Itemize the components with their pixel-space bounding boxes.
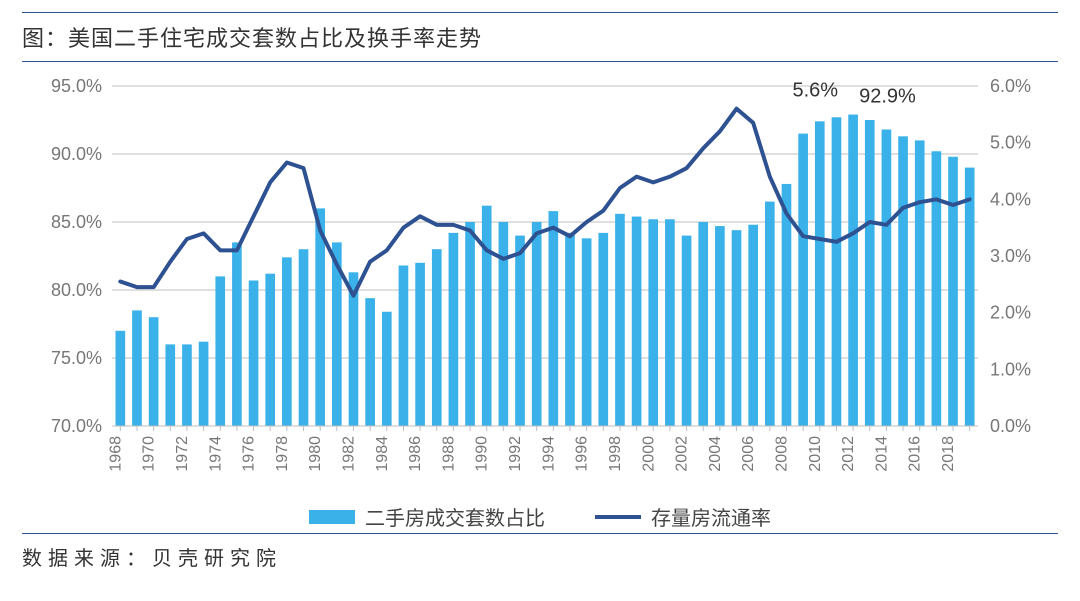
svg-text:1996: 1996	[574, 436, 591, 472]
svg-text:1982: 1982	[340, 436, 357, 472]
svg-text:70.0%: 70.0%	[51, 416, 102, 436]
svg-text:6.0%: 6.0%	[990, 76, 1031, 96]
svg-text:1968: 1968	[107, 436, 124, 472]
chart-area: 70.0% 75.0% 80.0% 85.0% 90.0% 95.0% 0.0% 1.0% 2.…	[22, 68, 1058, 533]
bar-swatch-icon	[309, 510, 355, 524]
svg-text:2014: 2014	[873, 436, 890, 472]
svg-text:1974: 1974	[207, 436, 224, 472]
svg-text:2016: 2016	[907, 436, 924, 472]
combo-chart: 70.0% 75.0% 80.0% 85.0% 90.0% 95.0% 0.0% 1.0% 2.…	[22, 68, 1058, 498]
svg-text:1988: 1988	[440, 436, 457, 472]
svg-text:5.6%: 5.6%	[792, 80, 838, 102]
svg-text:3.0%: 3.0%	[990, 246, 1031, 266]
svg-text:0.0%: 0.0%	[990, 416, 1031, 436]
svg-text:2010: 2010	[807, 436, 824, 472]
svg-text:1992: 1992	[507, 436, 524, 472]
svg-text:5.0%: 5.0%	[990, 133, 1031, 153]
chart-source: 数据来源：贝壳研究院	[22, 533, 1058, 571]
svg-text:1978: 1978	[274, 436, 291, 472]
line-swatch-icon	[595, 515, 641, 519]
svg-text:1972: 1972	[174, 436, 191, 472]
svg-text:1970: 1970	[141, 436, 158, 472]
chart-title: 图：美国二手住宅成交套数占比及换手率走势	[22, 12, 1058, 62]
svg-text:1980: 1980	[307, 436, 324, 472]
svg-text:92.9%: 92.9%	[859, 86, 916, 108]
title-prefix: 图：	[22, 26, 68, 51]
svg-text:1998: 1998	[607, 436, 624, 472]
svg-text:80.0%: 80.0%	[51, 280, 102, 300]
legend-line-label: 存量房流通率	[651, 502, 771, 531]
svg-text:2008: 2008	[773, 436, 790, 472]
svg-text:75.0%: 75.0%	[51, 348, 102, 368]
svg-text:2018: 2018	[940, 436, 957, 472]
svg-text:2.0%: 2.0%	[990, 303, 1031, 323]
svg-text:4.0%: 4.0%	[990, 189, 1031, 209]
source-text: 贝壳研究院	[152, 548, 282, 570]
source-prefix: 数据来源：	[22, 548, 152, 570]
svg-text:1986: 1986	[407, 436, 424, 472]
svg-text:1.0%: 1.0%	[990, 359, 1031, 379]
legend-bars: 二手房成交套数占比	[309, 502, 545, 531]
svg-text:2012: 2012	[840, 436, 857, 472]
svg-text:2002: 2002	[674, 436, 691, 472]
svg-text:95.0%: 95.0%	[51, 76, 102, 96]
svg-text:2004: 2004	[707, 436, 724, 472]
svg-text:2000: 2000	[640, 436, 657, 472]
svg-text:1994: 1994	[540, 436, 557, 472]
legend-line: 存量房流通率	[595, 502, 771, 531]
title-text: 美国二手住宅成交套数占比及换手率走势	[68, 26, 482, 51]
svg-text:1976: 1976	[241, 436, 258, 472]
svg-text:90.0%: 90.0%	[51, 144, 102, 164]
legend: 二手房成交套数占比 存量房流通率	[22, 502, 1058, 531]
svg-text:1990: 1990	[474, 436, 491, 472]
svg-text:85.0%: 85.0%	[51, 212, 102, 232]
legend-bars-label: 二手房成交套数占比	[365, 502, 545, 531]
svg-text:2006: 2006	[740, 436, 757, 472]
svg-text:1984: 1984	[374, 436, 391, 472]
